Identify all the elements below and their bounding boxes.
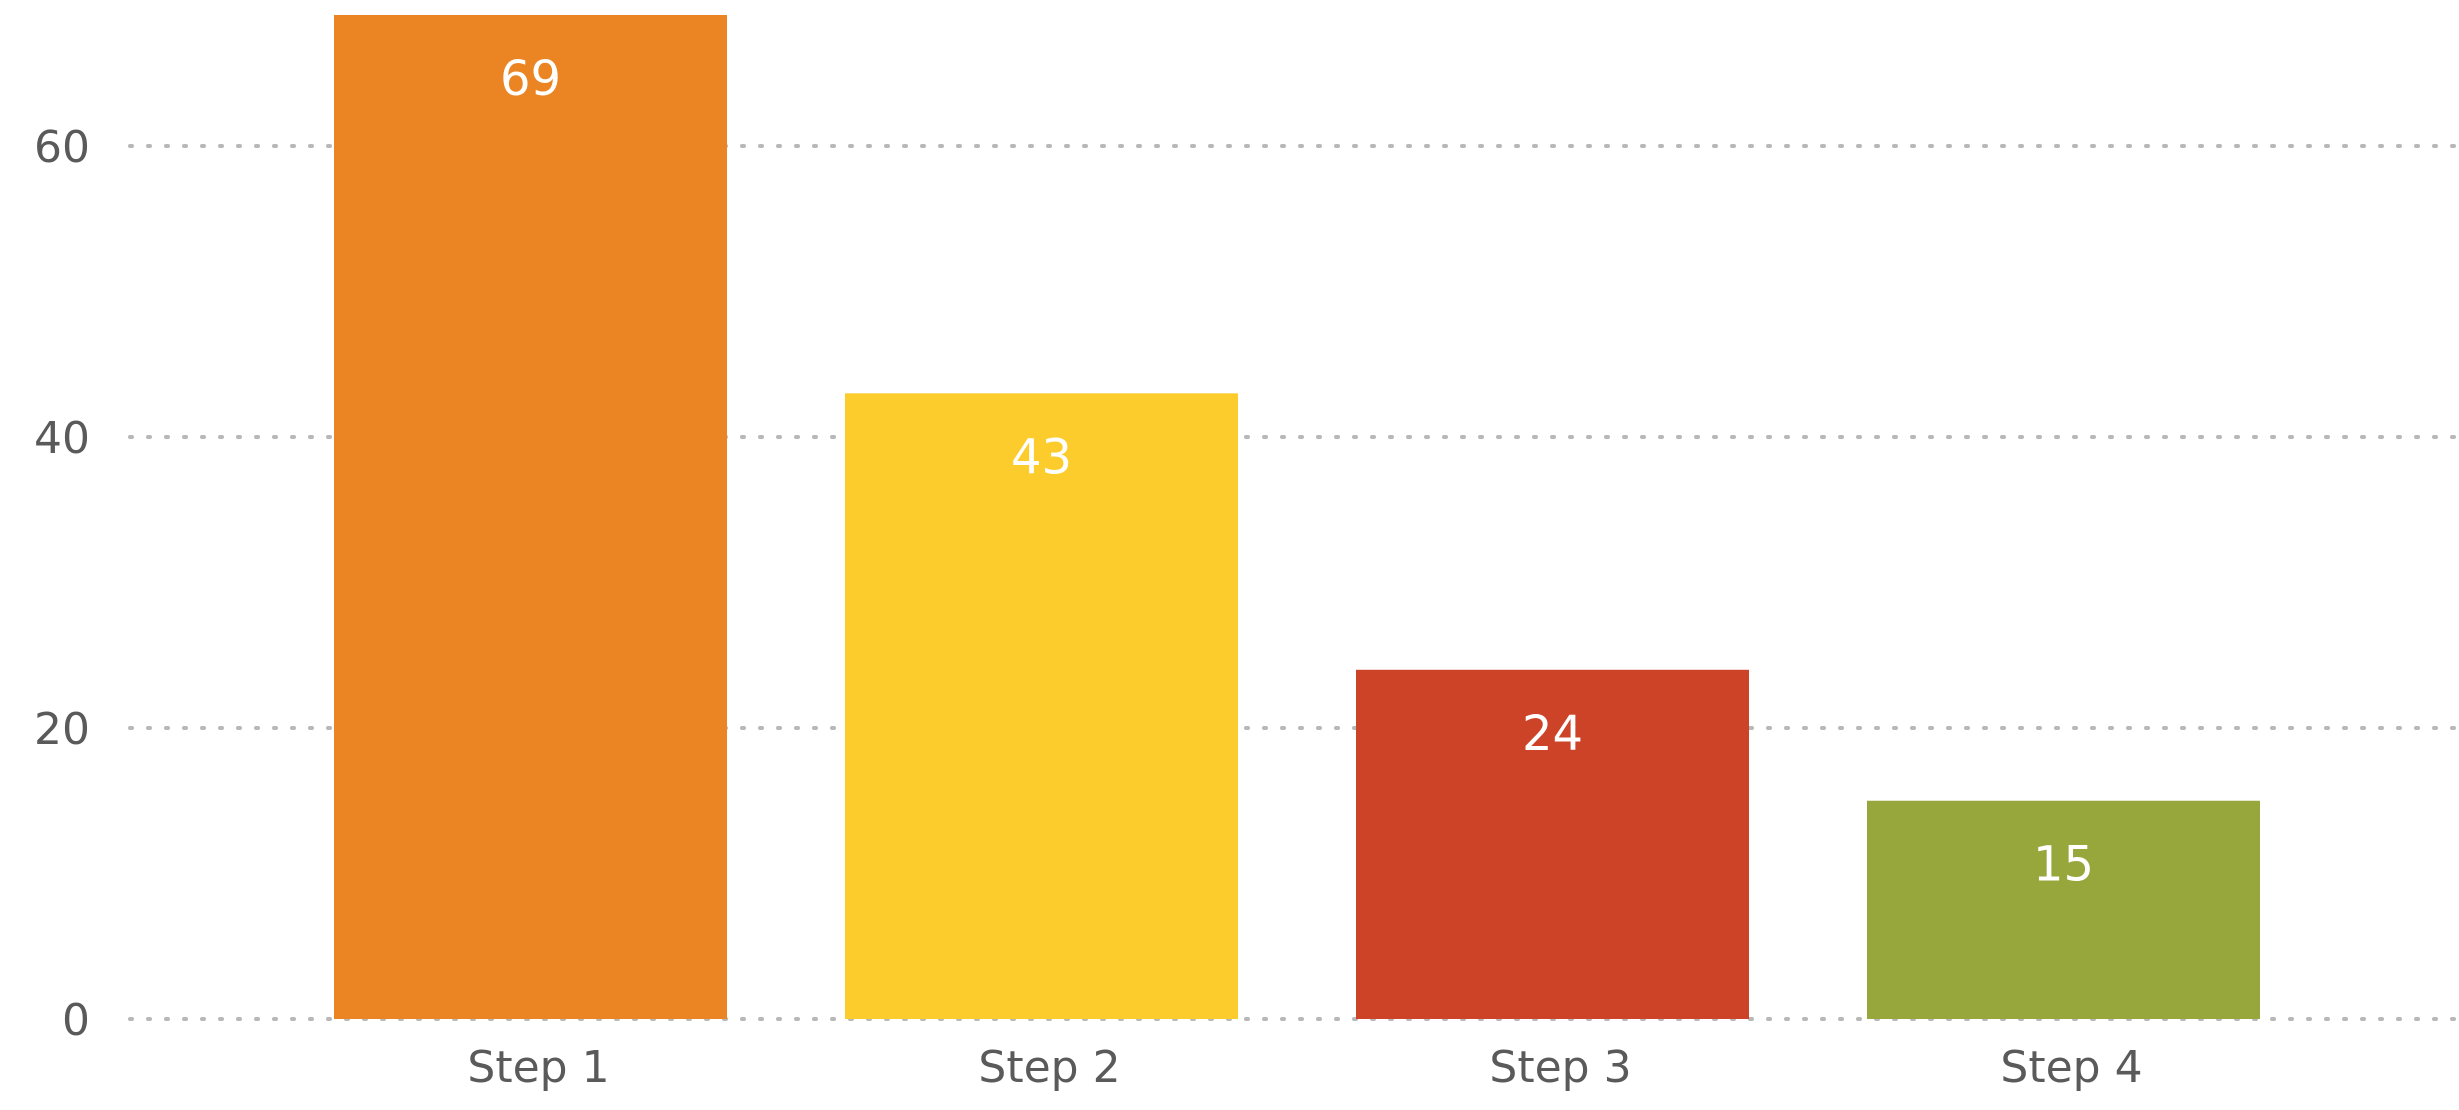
bar-2[interactable] bbox=[845, 393, 1238, 1019]
x-tick-label: Step 3 bbox=[1489, 1042, 1631, 1093]
x-axis-ticks: Step 1 Step 2 Step 3 Step 4 bbox=[467, 1042, 2142, 1093]
y-tick-label: 20 bbox=[34, 704, 90, 755]
y-tick-label: 0 bbox=[62, 995, 90, 1046]
x-tick-label: Step 1 bbox=[467, 1042, 609, 1093]
data-label: 69 bbox=[500, 51, 561, 107]
y-axis-ticks: 0 20 40 60 bbox=[34, 122, 90, 1046]
bar-4[interactable] bbox=[1867, 800, 2260, 1019]
x-tick-label: Step 4 bbox=[2000, 1042, 2142, 1093]
data-label: 43 bbox=[1011, 429, 1072, 485]
data-labels: 69 43 24 15 bbox=[500, 51, 2094, 893]
bar-1[interactable] bbox=[334, 15, 727, 1019]
y-tick-label: 60 bbox=[34, 122, 90, 173]
x-tick-label: Step 2 bbox=[978, 1042, 1120, 1093]
bar-3[interactable] bbox=[1356, 669, 1749, 1019]
bars bbox=[334, 15, 2260, 1019]
data-label: 15 bbox=[2033, 837, 2094, 893]
y-tick-label: 40 bbox=[34, 413, 90, 464]
data-label: 24 bbox=[1522, 706, 1583, 762]
